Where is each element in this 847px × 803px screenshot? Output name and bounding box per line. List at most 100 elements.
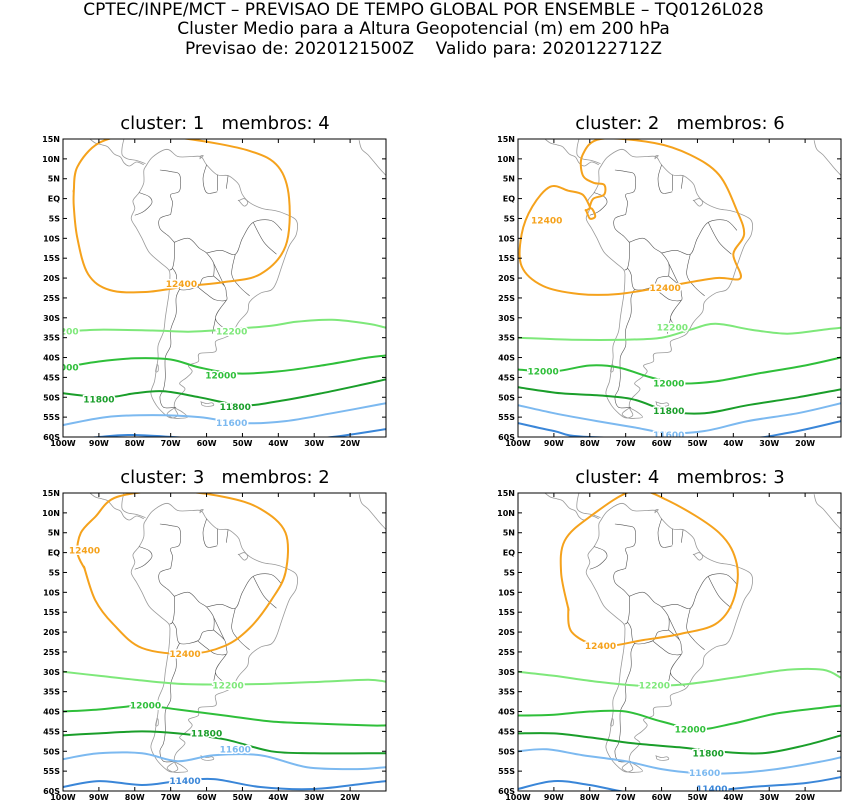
coastline-island <box>200 755 215 761</box>
lat-tick-label: 5N <box>503 529 515 538</box>
lat-tick-label: 55S <box>498 413 515 422</box>
country-border <box>159 289 180 409</box>
panel-2-title: cluster: 2 membros: 6 <box>575 113 785 134</box>
contour-label-12400: 12400 <box>69 547 100 557</box>
lon-tick-label: 40W <box>723 793 743 802</box>
lat-tick-label: 35S <box>43 334 60 343</box>
contour-label-12000: 12000 <box>130 702 161 712</box>
country-border <box>206 573 283 609</box>
lat-tick-label: 10S <box>498 234 515 243</box>
map-panel-3: 12400 12400 12200 12000 11800 11600 11400 15N 10… <box>42 489 387 802</box>
lon-tick-label: 40W <box>268 439 288 448</box>
lon-tick-label: 80W <box>125 793 145 802</box>
lat-tick-label: EQ <box>48 549 60 558</box>
coastline-south-america <box>130 502 298 773</box>
contour-label-11800: 11800 <box>83 395 114 405</box>
lon-tick-label: 50W <box>687 439 707 448</box>
contour-label-11600: 11600 <box>689 769 720 779</box>
panel-3-title: cluster: 3 membros: 2 <box>120 467 330 488</box>
lat-tick-label: 45S <box>43 373 60 382</box>
coastline-central-america <box>576 493 601 518</box>
contour-label-12400: 12400 <box>531 216 562 226</box>
header-line-2: Cluster Medio para a Altura Geopotencial… <box>177 19 670 39</box>
lat-tick-label: 45S <box>43 727 60 736</box>
map-frame <box>517 492 842 792</box>
contour-label-12200: 12200 <box>639 682 670 692</box>
lat-tick-label: 5S <box>504 568 516 577</box>
lon-tick-label: 50W <box>232 439 252 448</box>
header-line-1: CPTEC/INPE/MCT – PREVISAO DE TEMPO GLOBA… <box>83 0 764 20</box>
lon-tick-label: 50W <box>232 793 252 802</box>
lon-tick-label: 60W <box>197 439 217 448</box>
country-border <box>613 568 630 597</box>
lon-tick-label: 60W <box>652 793 672 802</box>
lon-tick-label: 100W <box>505 439 531 448</box>
contour-11400 <box>63 777 386 791</box>
coastline-island <box>610 717 614 727</box>
lon-tick-label: 90W <box>544 793 564 802</box>
country-border <box>707 576 732 609</box>
lon-tick-label: 60W <box>652 439 672 448</box>
lat-tick-label: 15S <box>43 254 60 263</box>
coastline-island <box>199 155 204 160</box>
lat-tick-label: 15S <box>43 608 60 617</box>
country-border <box>202 518 218 548</box>
lat-tick-label: 35S <box>43 688 60 697</box>
coastline-africa <box>358 140 386 179</box>
contour-label-12200: 12200 <box>657 324 688 334</box>
lon-tick-label: 70W <box>616 793 636 802</box>
coastline-south-america <box>585 502 753 773</box>
country-border <box>213 263 225 287</box>
lat-tick-label: 40S <box>43 708 60 717</box>
lat-tick-label: 5N <box>503 175 515 184</box>
contour-11400 <box>518 776 841 791</box>
lat-tick-label: 50S <box>498 747 515 756</box>
lat-tick-label: 25S <box>498 648 515 657</box>
contour-label-12000: 12000 <box>527 367 558 377</box>
coastline-island <box>155 363 159 373</box>
contour-label-12400: 12400 <box>649 284 680 294</box>
coastline-island <box>655 755 670 761</box>
lon-tick-label: 20W <box>795 793 815 802</box>
contour-12400 <box>518 139 746 296</box>
lon-tick-label: 100W <box>50 439 76 448</box>
country-border <box>213 617 225 641</box>
lat-tick-label: 30S <box>498 668 515 677</box>
coastline-south-america <box>130 148 298 419</box>
country-border <box>686 254 705 297</box>
country-border <box>614 523 637 569</box>
contour-12400 <box>559 493 739 648</box>
lon-tick-label: 40W <box>268 793 288 802</box>
country-border <box>252 576 277 609</box>
contour-label-12000: 12000 <box>653 379 684 389</box>
contour-11400 <box>518 420 841 437</box>
coastline-africa <box>358 494 386 533</box>
country-border <box>134 546 153 570</box>
country-border <box>197 275 228 302</box>
coastline-island <box>655 401 670 407</box>
contour-11800 <box>518 386 841 415</box>
lat-tick-label: 10N <box>42 509 60 518</box>
country-border <box>670 654 686 687</box>
lon-tick-label: 90W <box>89 793 109 802</box>
country-border <box>661 573 738 609</box>
lat-tick-label: 30S <box>43 668 60 677</box>
coastline-central-america <box>544 139 599 167</box>
country-border <box>657 518 673 548</box>
country-border <box>681 175 684 189</box>
lon-tick-label: 90W <box>89 439 109 448</box>
coastline-south-america <box>585 148 753 419</box>
lon-tick-label: 30W <box>304 793 324 802</box>
country-border <box>667 318 671 334</box>
lat-tick-label: 5N <box>48 529 60 538</box>
country-border <box>169 596 175 625</box>
coastline-island <box>621 407 643 419</box>
lat-tick-label: 15N <box>497 135 515 144</box>
country-border <box>226 175 229 189</box>
country-border <box>707 222 732 255</box>
contour-11800 <box>518 732 841 755</box>
lat-tick-label: 60S <box>43 433 60 442</box>
country-border <box>159 523 182 569</box>
lat-tick-label: 40S <box>43 354 60 363</box>
lon-tick-label: 70W <box>161 793 181 802</box>
